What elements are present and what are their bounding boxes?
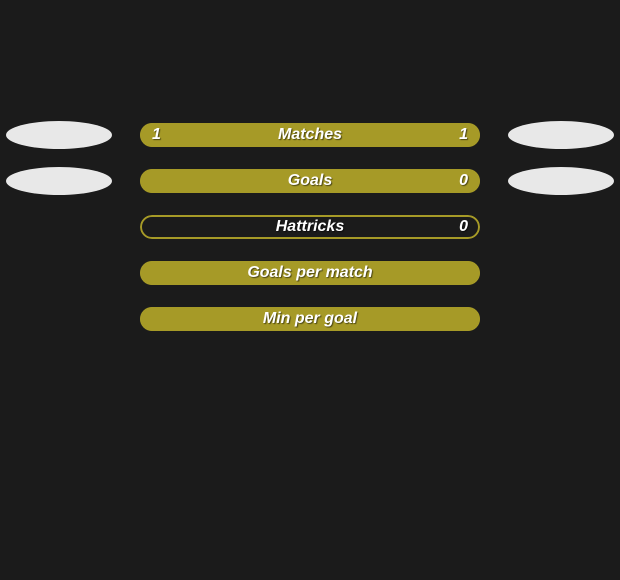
stat-label: Hattricks	[0, 215, 620, 239]
stat-row: Goals per match	[0, 261, 620, 285]
stat-row: 11Matches	[0, 123, 620, 147]
stat-label: Goals per match	[0, 261, 620, 285]
stat-label: Min per goal	[0, 307, 620, 331]
stat-label: Matches	[0, 123, 620, 147]
stat-row: Min per goal	[0, 307, 620, 331]
page-background	[0, 0, 620, 580]
stat-row: 0Goals	[0, 169, 620, 193]
logo-chart-icon	[240, 364, 262, 382]
stat-row: 0Hattricks	[0, 215, 620, 239]
stat-label: Goals	[0, 169, 620, 193]
